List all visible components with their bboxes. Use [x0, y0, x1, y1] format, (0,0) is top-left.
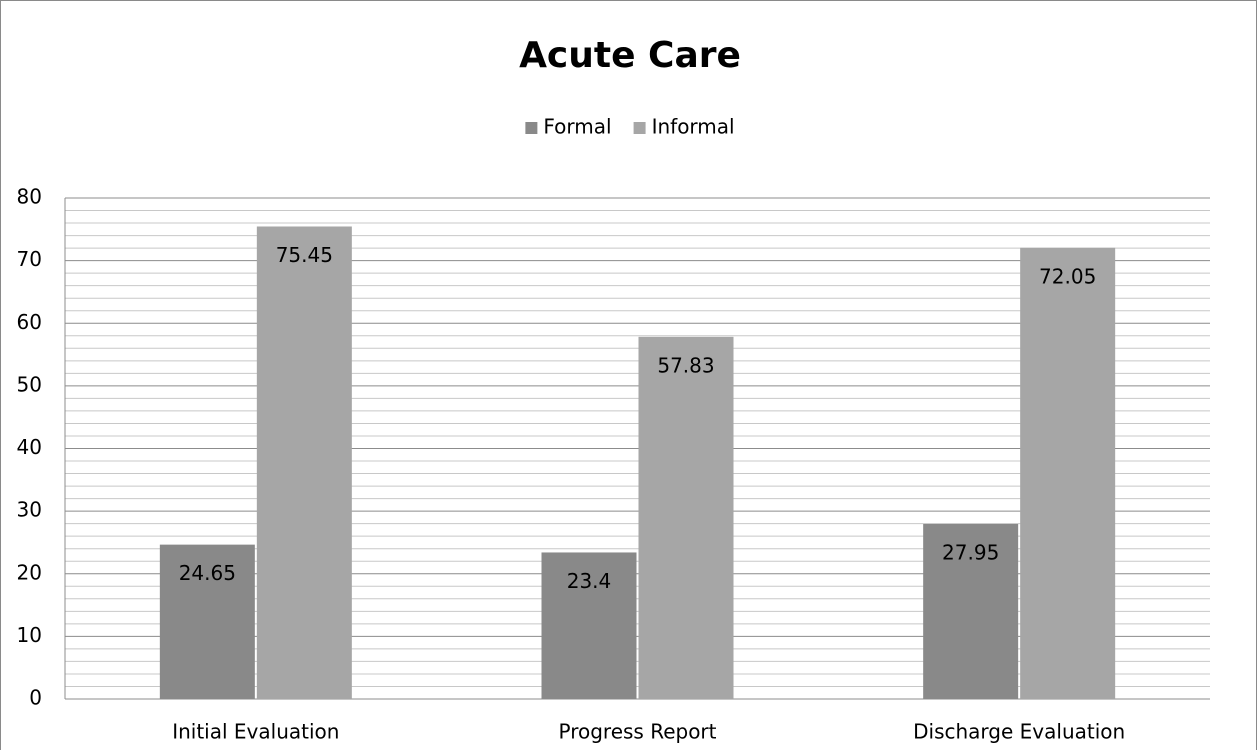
bar — [541, 552, 637, 699]
legend-swatch — [525, 122, 538, 134]
legend-swatch — [633, 122, 646, 134]
bar — [638, 336, 734, 699]
y-tick-label: 10 — [17, 623, 42, 647]
y-tick-label: 0 — [29, 686, 42, 710]
bar — [923, 523, 1019, 699]
chart-title: Acute Care — [519, 35, 741, 76]
y-tick-label: 60 — [17, 310, 42, 334]
data-label: 27.95 — [942, 540, 999, 564]
y-tick-label: 50 — [17, 372, 42, 396]
data-label: 72.05 — [1039, 264, 1096, 288]
legend-label: Informal — [652, 115, 735, 139]
y-tick-label: 40 — [17, 435, 42, 459]
bar — [1020, 247, 1116, 700]
x-tick-label: Initial Evaluation — [172, 720, 339, 744]
x-tick-label: Progress Report — [558, 720, 716, 744]
data-label: 75.45 — [276, 243, 333, 267]
bar — [256, 226, 352, 699]
x-tick-label: Discharge Evaluation — [913, 720, 1125, 744]
data-label: 57.83 — [657, 353, 714, 377]
data-label: 23.4 — [567, 569, 612, 593]
y-tick-label: 70 — [17, 247, 42, 271]
data-label: 24.65 — [179, 561, 236, 585]
legend-label: Formal — [543, 115, 611, 139]
y-tick-label: 30 — [17, 498, 42, 522]
bar — [159, 544, 255, 699]
y-tick-label: 80 — [17, 185, 42, 209]
y-tick-label: 20 — [17, 560, 42, 584]
